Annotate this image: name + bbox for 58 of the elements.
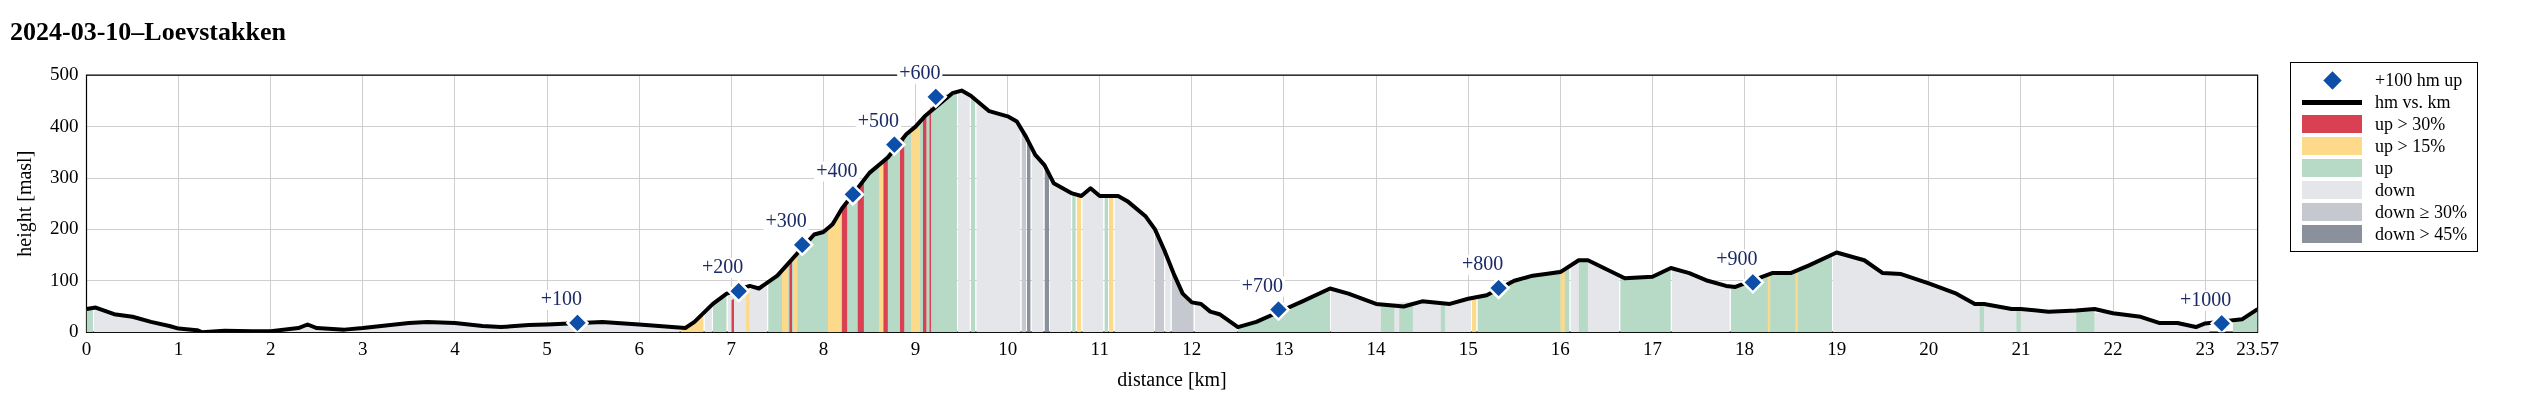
x-tick-label: 6	[634, 337, 644, 359]
x-tick-label: 8	[818, 337, 829, 359]
x-tick-label: 15	[1458, 337, 1478, 359]
annotation: +500	[857, 108, 899, 131]
legend-label: down ≥ 30%	[2375, 201, 2467, 223]
point	[727, 279, 750, 303]
y-tick-label: 0	[69, 320, 79, 342]
x-tick-label: 3	[358, 337, 368, 359]
x-tick-label: 22	[2103, 337, 2123, 359]
chart-title: 2024-03-10–Loevstakken	[10, 17, 287, 47]
annotation: +300	[765, 209, 807, 232]
legend-label: hm vs. km	[2375, 91, 2451, 113]
x-tick-label: 4	[450, 337, 461, 359]
legend-label: +100 hm up	[2375, 69, 2463, 91]
annotation: +100	[540, 287, 583, 310]
x-tick-label: 14	[1366, 337, 1387, 359]
x-tick-label: 13	[1274, 337, 1294, 359]
annotation: +200	[702, 255, 744, 278]
point	[924, 85, 948, 109]
point	[841, 183, 865, 206]
point	[566, 311, 589, 333]
x-tick-label: 20	[1919, 337, 1939, 359]
point	[2210, 312, 2233, 333]
x-tick-label: 17	[1642, 337, 1662, 359]
annotation: +800	[1461, 252, 1504, 275]
x-tick-label: 9	[910, 337, 921, 359]
x-tick-label: 7	[726, 337, 737, 359]
x-tick-label: 19	[1827, 337, 1847, 359]
annotation: +700	[1241, 273, 1284, 296]
x-tick-label: 21	[2011, 337, 2031, 359]
legend-label: down	[2375, 179, 2415, 201]
x-tick-label: 10	[998, 337, 1018, 359]
y-tick-label: 100	[50, 268, 79, 290]
x-tick-label: 18	[1735, 337, 1755, 359]
x-tick-label: 2	[265, 337, 276, 359]
point	[1741, 271, 1765, 294]
annotation: +400	[816, 158, 858, 181]
legend-label: up	[2375, 157, 2393, 179]
annotation: +600	[899, 61, 941, 84]
y-tick-label: 200	[50, 217, 79, 239]
annotation: +900	[1716, 246, 1758, 269]
y-tick-label: 500	[50, 63, 79, 85]
x-tick-label: 11	[1090, 337, 1109, 359]
legend-label: down > 45%	[2375, 223, 2468, 245]
legend-label: up > 15%	[2375, 135, 2446, 157]
legend-label: up > 30%	[2375, 113, 2446, 135]
annotation: +1000	[2180, 287, 2232, 310]
y-tick-label: 400	[50, 114, 79, 136]
x-axis-title: distance [km]	[1117, 368, 1227, 391]
x-tick-label: 5	[542, 337, 552, 359]
x-tick-label: 23	[2195, 337, 2215, 359]
x-tick-label: 23.57	[2236, 337, 2279, 359]
point	[883, 133, 906, 156]
y-axis-title: height [masl]	[13, 150, 37, 257]
x-tick-label: 16	[1550, 337, 1570, 359]
x-tick-label: 12	[1182, 337, 1202, 359]
x-tick-label: 1	[173, 337, 184, 359]
y-tick-label: 300	[50, 165, 79, 187]
